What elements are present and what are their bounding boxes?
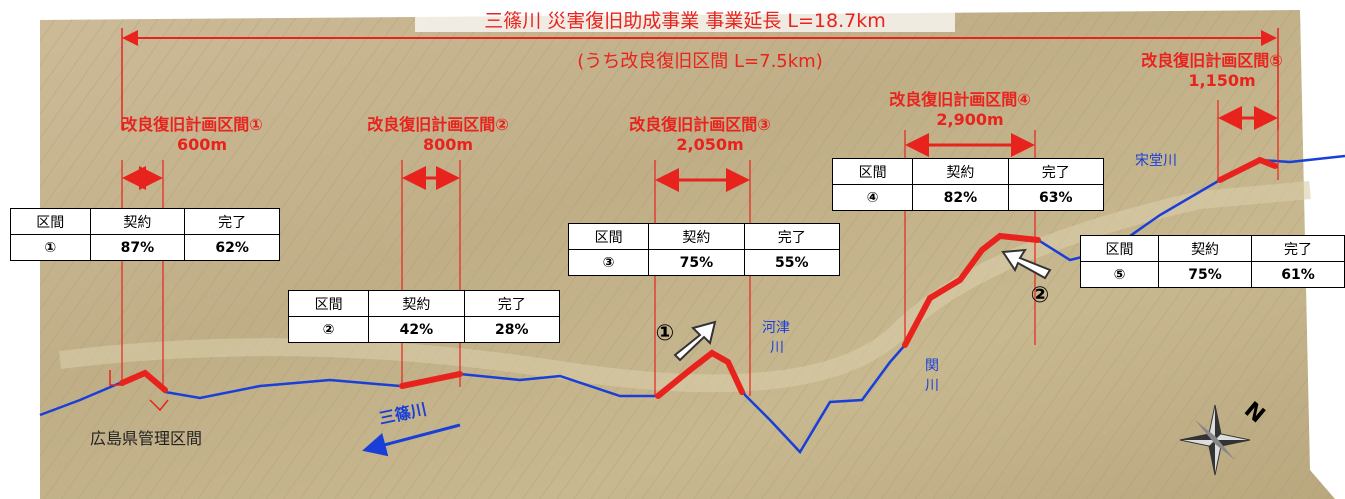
table-row: 区間契約完了	[11, 209, 280, 235]
table-cell: 完了	[744, 224, 839, 250]
table-cell: 契約	[90, 209, 185, 235]
table-row: 区間契約完了	[1081, 236, 1345, 262]
river-label: 宋堂川	[1135, 153, 1177, 169]
table-cell: 28%	[464, 317, 559, 343]
table-cell: ③	[569, 250, 649, 276]
river-label: 川	[925, 378, 939, 394]
table-row: 区間契約完了	[289, 291, 560, 317]
section-length: 2,900m	[936, 110, 1003, 129]
subtitle: (うち改良復旧区間 L=7.5km)	[577, 51, 822, 72]
table-cell: 75%	[1159, 262, 1252, 288]
table-cell: ⑤	[1081, 262, 1159, 288]
table-cell: 区間	[833, 159, 913, 185]
table-cell: 区間	[1081, 236, 1159, 262]
section-name: 改良復旧計画区間③	[629, 115, 771, 134]
river-label: 関	[925, 358, 939, 374]
table-cell: 区間	[289, 291, 369, 317]
table-cell: 82%	[913, 185, 1008, 211]
table-cell: 完了	[1008, 159, 1103, 185]
area-label: 広島県管理区間	[90, 429, 202, 448]
table-cell: 42%	[369, 317, 464, 343]
table-cell: 契約	[649, 224, 744, 250]
table-row: 区間契約完了	[833, 159, 1104, 185]
table-cell: 完了	[464, 291, 559, 317]
section-name: 改良復旧計画区間⑤	[1141, 51, 1283, 70]
table-cell: 完了	[1252, 236, 1345, 262]
table-cell: 契約	[1159, 236, 1252, 262]
section-name: 改良復旧計画区間④	[889, 90, 1031, 109]
section-length: 800m	[423, 135, 473, 154]
map-page: 三篠川 災害復旧助成事業 事業延長 L=18.7km (うち改良復旧区間 L=7…	[0, 0, 1345, 499]
table-cell: 完了	[185, 209, 280, 235]
viewpoint-label: ②	[1031, 283, 1050, 308]
table-cell: ①	[11, 235, 91, 261]
section-name: 改良復旧計画区間②	[367, 115, 509, 134]
table-cell: ④	[833, 185, 913, 211]
table-cell: 55%	[744, 250, 839, 276]
section-length: 2,050m	[676, 135, 743, 154]
river-label: 川	[770, 340, 784, 356]
table-row: 区間契約完了	[569, 224, 840, 250]
table-cell: ②	[289, 317, 369, 343]
table-cell: 区間	[11, 209, 91, 235]
river-label: 河津	[762, 320, 790, 336]
table-cell: 区間	[569, 224, 649, 250]
table-cell: 契約	[913, 159, 1008, 185]
table-cell: 63%	[1008, 185, 1103, 211]
viewpoint-label: ①	[656, 321, 675, 346]
section-length: 600m	[177, 135, 227, 154]
title: 三篠川 災害復旧助成事業 事業延長 L=18.7km	[484, 10, 885, 32]
section-length: 1,150m	[1188, 71, 1255, 90]
section-name: 改良復旧計画区間①	[121, 115, 263, 134]
table-cell: 61%	[1252, 262, 1345, 288]
table-cell: 87%	[90, 235, 185, 261]
table-cell: 75%	[649, 250, 744, 276]
table-cell: 契約	[369, 291, 464, 317]
table-cell: 62%	[185, 235, 280, 261]
